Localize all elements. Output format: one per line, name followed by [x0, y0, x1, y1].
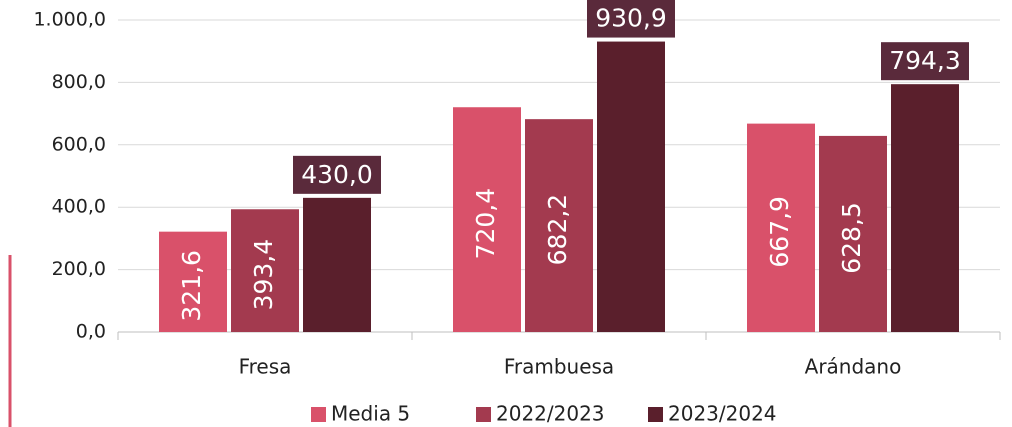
bar [891, 84, 959, 332]
bar [159, 231, 227, 332]
y-tick-label: 200,0 [52, 258, 106, 280]
value-label: 628,5 [837, 202, 866, 274]
value-label-box [881, 42, 969, 81]
value-label: 321,6 [177, 250, 206, 322]
bar [303, 197, 371, 332]
y-tick-label: 600,0 [52, 133, 106, 155]
legend-swatch [311, 407, 326, 422]
value-label: 393,4 [249, 239, 278, 311]
y-tick-label: 1.000,0 [33, 9, 106, 31]
y-tick-label: 0,0 [76, 321, 106, 343]
bar [597, 41, 665, 332]
value-label-box [587, 0, 675, 38]
legend-swatch [648, 407, 663, 422]
bar [453, 107, 521, 332]
value-label: 720,4 [471, 188, 500, 260]
bar [231, 209, 299, 332]
value-label-box [293, 155, 381, 194]
legend-label: Media 5 [331, 402, 410, 426]
legend-label: 2023/2024 [668, 402, 777, 426]
y-tick-label: 400,0 [52, 196, 106, 218]
legend-swatch [476, 407, 491, 422]
y-tick-label: 800,0 [52, 71, 106, 93]
x-tick-label: Fresa [239, 355, 292, 379]
value-label: 930,9 [595, 4, 667, 33]
value-label: 794,3 [889, 46, 961, 75]
value-label: 430,0 [301, 160, 373, 189]
x-tick-label: Arándano [805, 355, 902, 379]
bar [819, 135, 887, 332]
x-tick-label: Frambuesa [504, 355, 614, 379]
bar [525, 119, 593, 333]
bar [747, 123, 815, 332]
value-label: 682,2 [543, 194, 572, 266]
value-label: 667,9 [765, 196, 794, 268]
legend-label: 2022/2023 [496, 402, 605, 426]
